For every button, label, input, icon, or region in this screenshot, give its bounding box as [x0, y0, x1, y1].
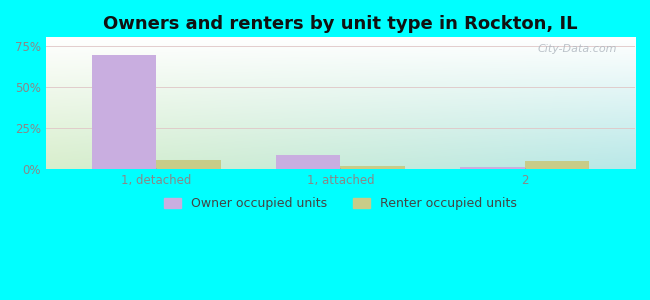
Title: Owners and renters by unit type in Rockton, IL: Owners and renters by unit type in Rockt… [103, 15, 578, 33]
Bar [341, 167, 405, 169]
Bar [156, 160, 221, 169]
Bar [460, 167, 525, 169]
Bar [525, 161, 589, 169]
Bar [92, 56, 156, 169]
Legend: Owner occupied units, Renter occupied units: Owner occupied units, Renter occupied un… [159, 192, 522, 215]
Text: City-Data.com: City-Data.com [538, 44, 618, 54]
Bar [276, 155, 341, 169]
